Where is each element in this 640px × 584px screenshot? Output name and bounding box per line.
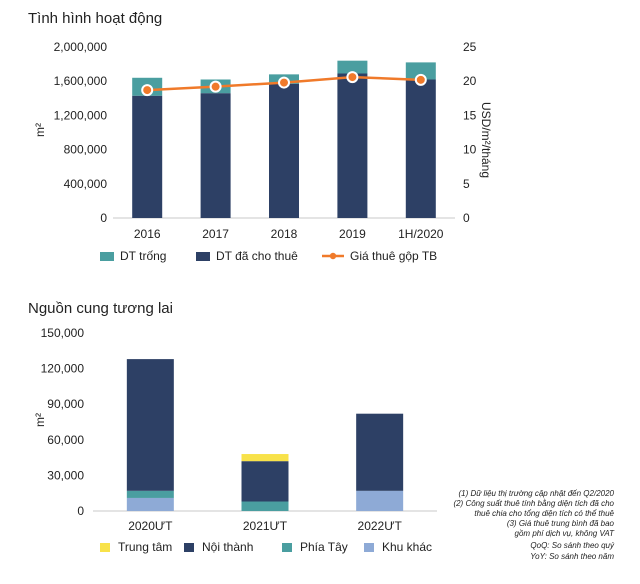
chart2-y-tick-label: 150,000 xyxy=(41,326,85,340)
chart2-bars xyxy=(126,359,404,511)
chart1-bar xyxy=(337,73,368,218)
chart1-title: Tình hình hoạt động xyxy=(28,10,162,27)
chart1-y-tick-label: 400,000 xyxy=(64,177,108,191)
chart2-x-tick-label: 2020ƯT xyxy=(128,519,173,533)
chart1-x-ticks: 2016 2017 2018 2019 1H/2020 xyxy=(134,227,444,241)
chart2-bar xyxy=(126,497,174,511)
chart1-y2-tick-label: 10 xyxy=(463,143,477,157)
chart1-x-tick-label: 2019 xyxy=(339,227,366,241)
chart1-y2-tick-label: 20 xyxy=(463,74,477,88)
chart1-price-point xyxy=(278,76,290,89)
chart1-legend-marker xyxy=(329,252,337,260)
chart1-price-line xyxy=(141,71,427,97)
chart2-legend-swatch xyxy=(364,543,374,552)
chart1-y2-tick-label: 0 xyxy=(463,211,470,225)
chart1-legend-label: DT đã cho thuê xyxy=(216,249,298,263)
future-supply-chart: Nguồn cung tương lai m² 0 30,000 60,000 90,… xyxy=(28,300,437,554)
chart2-legend-label: Khu khác xyxy=(382,540,432,554)
chart2-y-tick-label: 90,000 xyxy=(47,397,84,411)
footnote-line: (3) Giá thuê trung bình đã bao xyxy=(507,519,615,528)
chart1-y-axis-label: m² xyxy=(33,123,47,137)
chart1-bar xyxy=(132,95,163,218)
chart1-y-tick-label: 1,200,000 xyxy=(54,108,108,122)
chart2-bar xyxy=(241,501,289,511)
chart2-bar xyxy=(356,490,404,511)
chart2-bar xyxy=(241,461,289,502)
chart2-bar xyxy=(126,490,174,498)
chart1-bar xyxy=(337,60,368,74)
chart2-x-tick-label: 2021ƯT xyxy=(243,519,288,533)
footnotes: (1) Dữ liệu thị trường cập nhật đến Q2/2… xyxy=(453,489,615,561)
chart1-price-point xyxy=(141,84,154,97)
chart1-price-point xyxy=(414,73,427,86)
chart1-bar xyxy=(269,83,299,218)
chart2-y-ticks: 0 30,000 60,000 90,000 120,000 150,000 xyxy=(41,326,85,518)
footnote-line: gồm phí dịch vụ, không VAT xyxy=(515,529,616,538)
footnote-line: YoY: So sánh theo năm xyxy=(530,552,614,561)
chart2-legend-swatch xyxy=(184,543,194,552)
chart1-y2-tick-label: 5 xyxy=(463,177,470,191)
chart1-y2-tick-label: 25 xyxy=(463,40,477,54)
chart1-bar xyxy=(200,93,231,218)
footnote-line: (1) Dữ liệu thị trường cập nhật đến Q2/2… xyxy=(458,489,614,498)
chart2-legend: Trung tâm Nội thành Phía Tây Khu khác xyxy=(100,540,432,554)
chart1-y-ticks: 0 400,000 800,000 1,200,000 1,600,000 2,000,0… xyxy=(54,40,108,225)
chart1-y2-ticks: 0 5 10 15 20 25 xyxy=(463,40,477,225)
chart1-bar xyxy=(405,79,436,219)
chart2-x-ticks: 2020ƯT 2021ƯT 2022ƯT xyxy=(128,519,402,533)
chart1-legend-label: DT trống xyxy=(120,249,166,263)
chart1-x-tick-label: 2017 xyxy=(202,227,229,241)
chart1-price-point xyxy=(209,80,222,93)
chart1-y2-tick-label: 15 xyxy=(463,108,477,122)
chart2-x-tick-label: 2022ƯT xyxy=(358,519,403,533)
chart2-legend-swatch xyxy=(100,543,110,552)
footnote-line: (2) Công suất thuê tính bằng diện tích đ… xyxy=(453,499,614,508)
chart1-y-tick-label: 2,000,000 xyxy=(54,40,108,54)
chart2-bar xyxy=(356,413,404,491)
chart2-y-tick-label: 30,000 xyxy=(47,468,84,482)
chart2-title: Nguồn cung tương lai xyxy=(28,300,173,317)
chart1-legend-label: Giá thuê gộp TB xyxy=(350,249,437,263)
chart2-bar xyxy=(241,454,289,462)
chart1-y-tick-label: 800,000 xyxy=(64,143,108,157)
chart1-x-tick-label: 1H/2020 xyxy=(398,227,444,241)
chart1-x-tick-label: 2016 xyxy=(134,227,161,241)
chart1-y-tick-label: 1,600,000 xyxy=(54,74,108,88)
chart1-price-point xyxy=(346,71,359,84)
chart2-y-axis-label: m² xyxy=(33,413,47,427)
chart2-bar xyxy=(126,359,174,491)
chart1-y-tick-label: 0 xyxy=(100,211,107,225)
chart1-legend: DT trống DT đã cho thuê Giá thuê gộp TB xyxy=(100,249,437,263)
chart1-y2-axis-label: USD/m²/tháng xyxy=(479,102,493,178)
chart2-y-tick-label: 120,000 xyxy=(41,362,85,376)
chart2-legend-swatch xyxy=(282,543,292,552)
operations-chart: Tình hình hoạt động m² USD/m²/tháng 0 400… xyxy=(28,10,493,263)
chart1-legend-swatch xyxy=(100,252,114,261)
chart1-legend-swatch xyxy=(196,252,210,261)
chart2-legend-label: Trung tâm xyxy=(118,540,172,554)
footnote-line: thuê chia cho tổng diện tích có thể thuê xyxy=(474,509,614,518)
chart2-y-tick-label: 60,000 xyxy=(47,433,84,447)
chart2-legend-label: Phía Tây xyxy=(300,540,348,554)
chart2-y-tick-label: 0 xyxy=(77,504,84,518)
chart1-bar xyxy=(405,62,436,80)
chart1-x-tick-label: 2018 xyxy=(271,227,298,241)
chart2-legend-label: Nội thành xyxy=(202,540,253,554)
footnote-line: QoQ: So sánh theo quý xyxy=(530,541,615,550)
